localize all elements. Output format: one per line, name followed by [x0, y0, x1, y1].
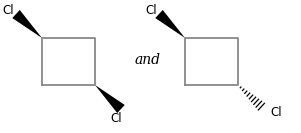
- Text: Cl: Cl: [270, 105, 282, 119]
- Text: and: and: [135, 53, 161, 67]
- Polygon shape: [95, 85, 125, 113]
- Text: Cl: Cl: [145, 3, 157, 16]
- Polygon shape: [12, 10, 42, 38]
- Polygon shape: [155, 10, 185, 38]
- Text: Cl: Cl: [110, 111, 122, 124]
- Text: Cl: Cl: [2, 3, 14, 16]
